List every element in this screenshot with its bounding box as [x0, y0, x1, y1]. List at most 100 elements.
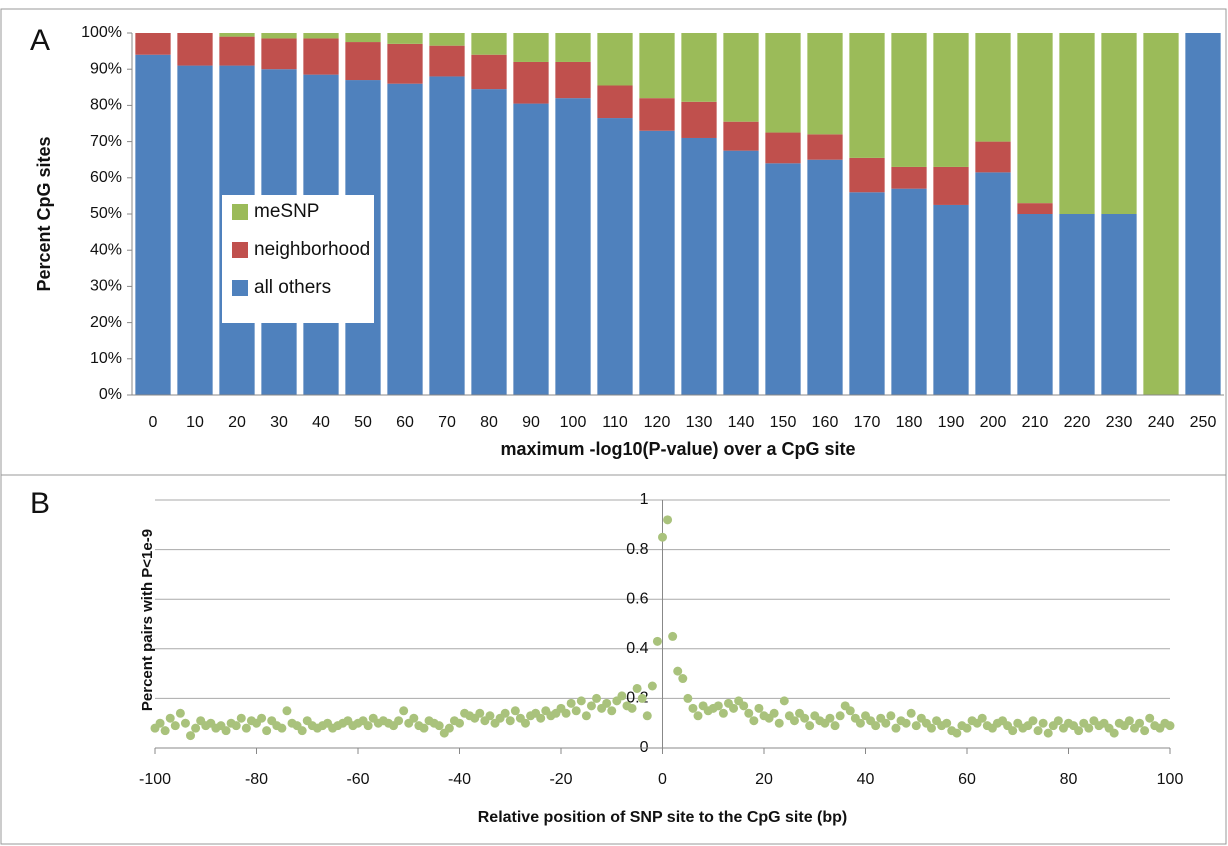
- point: [576, 696, 586, 706]
- point: [683, 693, 693, 703]
- bar-segment: [1017, 203, 1053, 214]
- x-tick-label: 70: [438, 414, 456, 431]
- bar-segment: [933, 204, 969, 395]
- bar-segment: [807, 134, 843, 160]
- bar-segment: [387, 33, 423, 44]
- bar-segment: [555, 61, 591, 99]
- bar-segment: [849, 33, 885, 158]
- point: [845, 706, 855, 716]
- bar-segment: [1185, 33, 1221, 395]
- legend-swatch: [232, 242, 248, 258]
- x-tick-label: 90: [522, 414, 540, 431]
- bar-segment: [471, 33, 507, 55]
- point: [602, 698, 612, 708]
- y-tick-label: 0.4: [626, 640, 648, 657]
- x-axis-title: Relative position of SNP site to the CpG…: [478, 809, 848, 826]
- bar-segment: [975, 172, 1011, 395]
- x-tick-label: 150: [770, 414, 797, 431]
- point: [180, 718, 190, 728]
- bar-segment: [891, 188, 927, 395]
- point: [155, 718, 165, 728]
- point: [1074, 726, 1084, 736]
- y-tick-label: 1: [640, 491, 649, 508]
- point: [1084, 723, 1094, 733]
- point: [942, 718, 952, 728]
- y-tick-label: 0.8: [626, 541, 648, 558]
- x-tick-label: 0: [658, 771, 667, 788]
- bar-segment: [513, 103, 549, 395]
- point: [434, 721, 444, 731]
- point: [891, 723, 901, 733]
- point: [581, 711, 591, 721]
- x-tick-label: 140: [728, 414, 755, 431]
- bar-segment: [219, 33, 255, 37]
- bar-segment: [807, 33, 843, 135]
- point: [607, 706, 617, 716]
- point: [825, 713, 835, 723]
- x-tick-label: 190: [938, 414, 965, 431]
- point: [399, 706, 409, 716]
- point: [906, 708, 916, 718]
- point: [592, 693, 602, 703]
- x-tick-label: 120: [644, 414, 671, 431]
- point: [1145, 713, 1155, 723]
- point: [789, 716, 799, 726]
- x-tick-label: 250: [1190, 414, 1217, 431]
- point: [571, 706, 581, 716]
- point: [444, 723, 454, 733]
- bar-segment: [135, 33, 171, 55]
- bar-segment: [597, 33, 633, 86]
- bar-segment: [975, 33, 1011, 142]
- bar-segment: [471, 54, 507, 90]
- point: [881, 718, 891, 728]
- point: [744, 708, 754, 718]
- point: [186, 731, 196, 741]
- point: [835, 711, 845, 721]
- point: [805, 721, 815, 731]
- point: [586, 701, 596, 711]
- bar-segment: [765, 33, 801, 133]
- point: [475, 708, 485, 718]
- point: [231, 721, 241, 731]
- point: [236, 713, 246, 723]
- x-tick-label: 40: [857, 771, 875, 788]
- panel-letter: A: [30, 24, 50, 57]
- point: [739, 701, 749, 711]
- point: [1028, 716, 1038, 726]
- x-tick-label: -40: [448, 771, 471, 788]
- panel-letter: B: [30, 487, 50, 520]
- point: [652, 636, 662, 646]
- point: [536, 713, 546, 723]
- bar-segment: [345, 33, 381, 43]
- bar-segment: [303, 38, 339, 75]
- bar-segment: [513, 61, 549, 104]
- legend-label: neighborhood: [254, 239, 370, 260]
- bar-segment: [345, 42, 381, 81]
- x-tick-label: 60: [396, 414, 414, 431]
- y-tick-label: 80%: [90, 97, 122, 114]
- x-tick-label: 50: [354, 414, 372, 431]
- point: [663, 515, 673, 525]
- bar-segment: [303, 33, 339, 39]
- point: [977, 713, 987, 723]
- bar-segment: [261, 33, 297, 39]
- bar-segment: [765, 163, 801, 395]
- legend-swatch: [232, 280, 248, 296]
- point: [566, 698, 576, 708]
- y-tick-label: 90%: [90, 60, 122, 77]
- point: [911, 721, 921, 731]
- bar-segment: [555, 98, 591, 395]
- bar-segment: [219, 36, 255, 66]
- x-tick-label: 0: [149, 414, 158, 431]
- point: [754, 703, 764, 713]
- bar-segment: [387, 83, 423, 396]
- point: [1053, 716, 1063, 726]
- bar-segment: [177, 65, 213, 395]
- bar-segment: [1101, 33, 1137, 214]
- x-tick-label: 130: [686, 414, 713, 431]
- point: [561, 708, 571, 718]
- point: [637, 693, 647, 703]
- x-tick-label: 10: [186, 414, 204, 431]
- point: [658, 532, 667, 542]
